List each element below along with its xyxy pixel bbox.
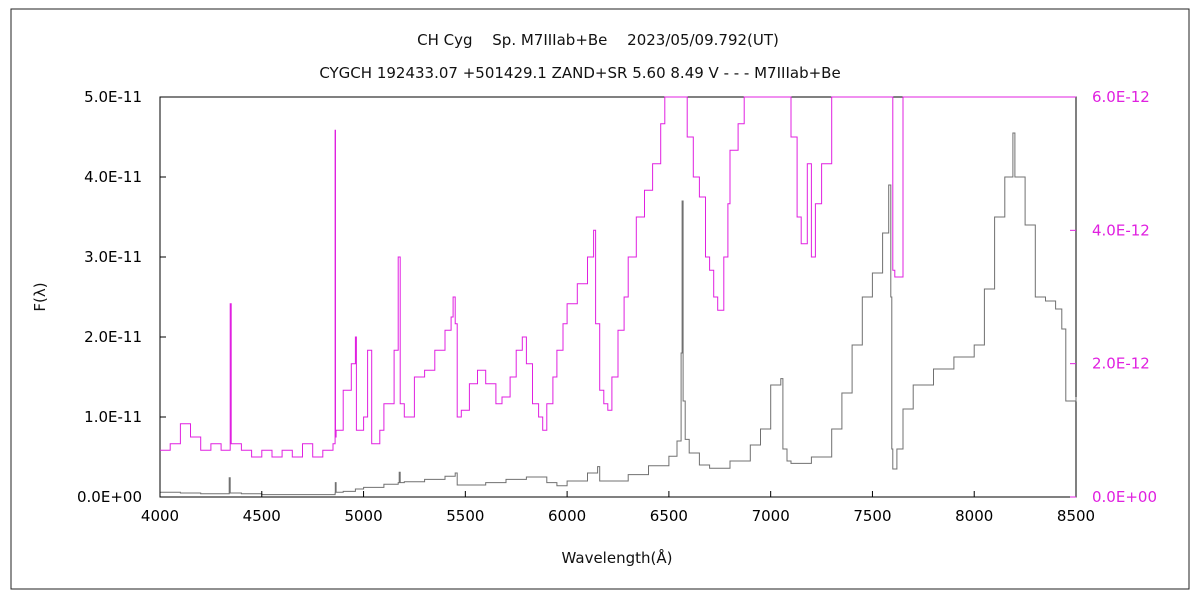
y-right-tick-label: 6.0E-12 — [1092, 88, 1150, 106]
x-tick-label: 7000 — [752, 507, 790, 525]
magenta-spectrum-series — [160, 96, 1076, 458]
plot-area — [159, 96, 1077, 498]
x-tick-label: 8500 — [1057, 507, 1095, 525]
y-left-tick-label: 0.0E+00 — [77, 488, 142, 506]
gray-spectrum-series — [160, 132, 1077, 496]
y-left-tick-label: 2.0E-11 — [84, 328, 142, 346]
x-axis-title: Wavelength(Å) — [562, 548, 673, 567]
y-left-tick-label: 5.0E-11 — [84, 88, 142, 106]
x-tick-label: 5000 — [344, 507, 382, 525]
y-left-tick-label: 1.0E-11 — [84, 408, 142, 426]
x-tick-label: 4500 — [243, 507, 281, 525]
x-tick-label: 6000 — [548, 507, 586, 525]
x-tick-label: 8000 — [955, 507, 993, 525]
y-right-tick-label: 0.0E+00 — [1092, 488, 1157, 506]
y-axis-title: F(λ) — [31, 282, 49, 311]
chart-subtitle: CYGCH 192433.07 +501429.1 ZAND+SR 5.60 8… — [319, 64, 840, 82]
x-tick-label: 4000 — [141, 507, 179, 525]
x-tick-label: 5500 — [446, 507, 484, 525]
x-tick-label: 6500 — [650, 507, 688, 525]
series-layer — [160, 96, 1077, 496]
y-left-tick-label: 4.0E-11 — [84, 168, 142, 186]
y-right-tick-label: 2.0E-12 — [1092, 355, 1150, 373]
y-right-tick-label: 4.0E-12 — [1092, 221, 1150, 239]
y-left-tick-label: 3.0E-11 — [84, 248, 142, 266]
chart-title: CH Cyg Sp. M7IIIab+Be 2023/05/09.792(UT) — [417, 31, 779, 49]
x-tick-label: 7500 — [853, 507, 891, 525]
axes-layer: 4000 4500 5000 5500 6000 6500 7000 7500 8000 8500… — [77, 88, 1157, 525]
